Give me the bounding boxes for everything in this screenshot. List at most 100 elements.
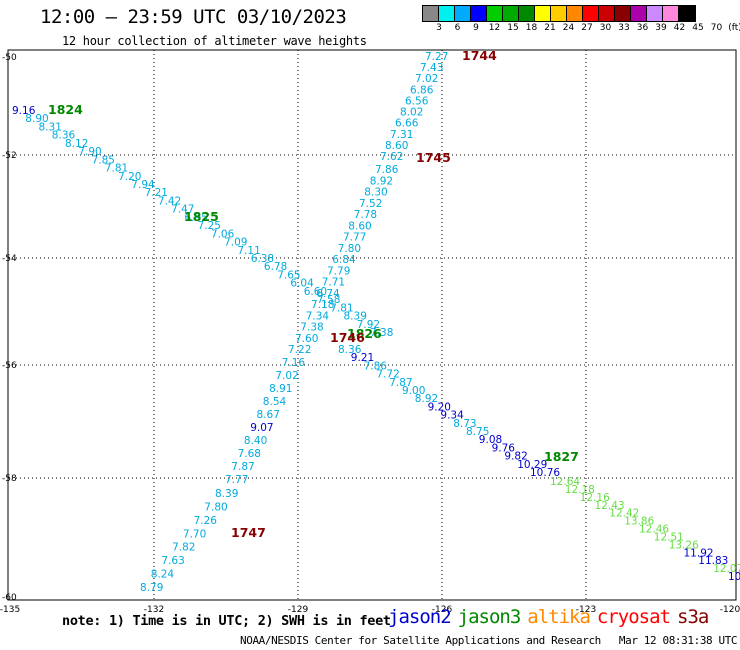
pass-number-label: 1827	[544, 449, 579, 464]
grid-lines	[8, 50, 736, 600]
swh-value: 8.54	[263, 396, 287, 408]
pass-number-label: 1745	[416, 150, 451, 165]
swh-value: 8.31	[39, 121, 62, 133]
colorbar-label: 15	[507, 23, 519, 33]
colorbar-label: 36	[636, 23, 649, 33]
swh-value: 12.18	[565, 484, 595, 496]
swh-value: 7.94	[131, 179, 155, 191]
axis-ticks: -50 -52 -54 -56 -58 -60 -135 -132 -129 -126 -123 -1…	[0, 53, 740, 615]
swh-value: 10.76	[530, 467, 560, 479]
credit-line: NOAA/NESDIS Center for Satellite Applica…	[240, 634, 740, 647]
swh-value: 8.79	[140, 582, 163, 594]
swh-value: 7.31	[390, 129, 413, 141]
swh-value: 7.68	[238, 448, 261, 460]
lat-tick-label: -54	[2, 254, 17, 264]
colorbar-swatch	[503, 6, 519, 21]
swh-value: 7.21	[145, 187, 168, 199]
swh-value: 7.58	[317, 294, 340, 306]
footnote: note: 1) Time is in UTC; 2) SWH is in fe…	[62, 613, 391, 629]
swh-value: 9.08	[479, 434, 502, 446]
swh-value: 6.95	[184, 212, 207, 224]
colorbar-label: 45	[692, 23, 704, 33]
colorbar-swatch	[535, 6, 551, 21]
swh-value: 7.27	[425, 51, 448, 63]
swh-value: 7.80	[204, 501, 227, 513]
swh-colorbar	[422, 5, 696, 22]
colorbar-label: 24	[562, 23, 575, 33]
swh-value: 8.39	[215, 488, 238, 500]
colorbar-label: 9	[473, 23, 479, 33]
colorbar-swatch	[663, 6, 679, 21]
swh-value: 7.22	[288, 344, 311, 356]
satellite-tracks: 9.168.908.318.368.127.907.857.817.207.94…	[12, 48, 740, 594]
swh-value: 7.77	[343, 232, 366, 244]
swh-value: 7.70	[183, 528, 206, 540]
swh-value: 6.38	[251, 253, 274, 265]
swh-value: 7.09	[224, 237, 247, 249]
swh-value: 7.81	[330, 302, 353, 314]
satellite-legend-item: jason2	[388, 606, 452, 628]
swh-value: 8.12	[65, 138, 88, 150]
pass-number-label: 1746	[330, 330, 365, 345]
swh-value: 7.42	[158, 195, 181, 207]
colorbar-swatch	[519, 6, 535, 21]
colorbar-label: 21	[544, 23, 556, 33]
swh-value: 7.52	[359, 198, 382, 210]
timestamp: Mar 12 08:31:38 UTC 2023	[618, 634, 740, 647]
lon-tick-label: -123	[576, 605, 596, 615]
swh-value: 13.26	[669, 539, 699, 551]
lat-tick-label: -60	[2, 593, 17, 603]
lon-tick-label: -135	[0, 605, 20, 615]
swh-value: 9.34	[440, 410, 464, 422]
swh-value: 8.60	[348, 220, 371, 232]
swh-value: 6.74	[316, 288, 340, 300]
swh-value: 6.84	[332, 254, 356, 266]
swh-value: 7.34	[306, 311, 330, 323]
swh-value: 7.38	[300, 322, 323, 334]
swh-value: 9.82	[504, 451, 527, 463]
colorbar-label: 39	[655, 23, 667, 33]
colorbar-label: 30	[599, 23, 612, 33]
swh-value: 11.83	[698, 555, 728, 567]
swh-value: 6.60	[304, 286, 327, 298]
colorbar-label: 33	[618, 23, 630, 33]
lat-tick-label: -52	[2, 151, 17, 161]
swh-value: 7.86	[375, 164, 399, 176]
lon-tick-label: -129	[288, 605, 309, 615]
colorbar-swatch	[615, 6, 631, 21]
colorbar-swatch	[599, 6, 615, 21]
swh-value: 7.78	[354, 209, 377, 221]
colorbar-label: 18	[525, 23, 538, 33]
swh-value: 7.87	[231, 461, 254, 473]
swh-value: 8.30	[364, 187, 387, 199]
swh-value: 8.02	[400, 107, 423, 119]
colorbar-label: 6	[454, 23, 461, 33]
swh-value: 7.92	[357, 319, 380, 331]
swh-value: 9.07	[250, 422, 273, 434]
swh-value: 12.42	[609, 508, 639, 520]
swh-value: 10.29	[517, 459, 547, 471]
lat-tick-label: -50	[2, 53, 17, 63]
pass-number-label: 1747	[231, 525, 266, 540]
credit-text: NOAA/NESDIS Center for Satellite Applica…	[240, 634, 601, 647]
colorbar-label: 42	[673, 23, 686, 33]
colorbar-swatch	[455, 6, 471, 21]
swh-value: 7.47	[171, 204, 194, 216]
swh-value: 7.86	[364, 360, 388, 372]
lon-tick-label: -132	[144, 605, 164, 615]
colorbar-swatch	[439, 6, 455, 21]
swh-value: 13.86	[624, 516, 654, 528]
swh-value: 12.16	[580, 492, 610, 504]
map-frame	[7, 49, 737, 601]
swh-value: 7.02	[275, 370, 298, 382]
satellite-legend-item: jason3	[457, 606, 522, 628]
pass-number-label: 1825	[184, 209, 219, 224]
swh-value: 7.77	[225, 474, 248, 486]
swh-value: 12.07	[713, 563, 740, 575]
swh-value: 8.36	[338, 344, 362, 356]
swh-value: 8.92	[415, 393, 438, 405]
swh-value: 7.16	[282, 357, 306, 369]
swh-value: 7.60	[295, 333, 318, 345]
swh-value: 7.18	[311, 299, 334, 311]
